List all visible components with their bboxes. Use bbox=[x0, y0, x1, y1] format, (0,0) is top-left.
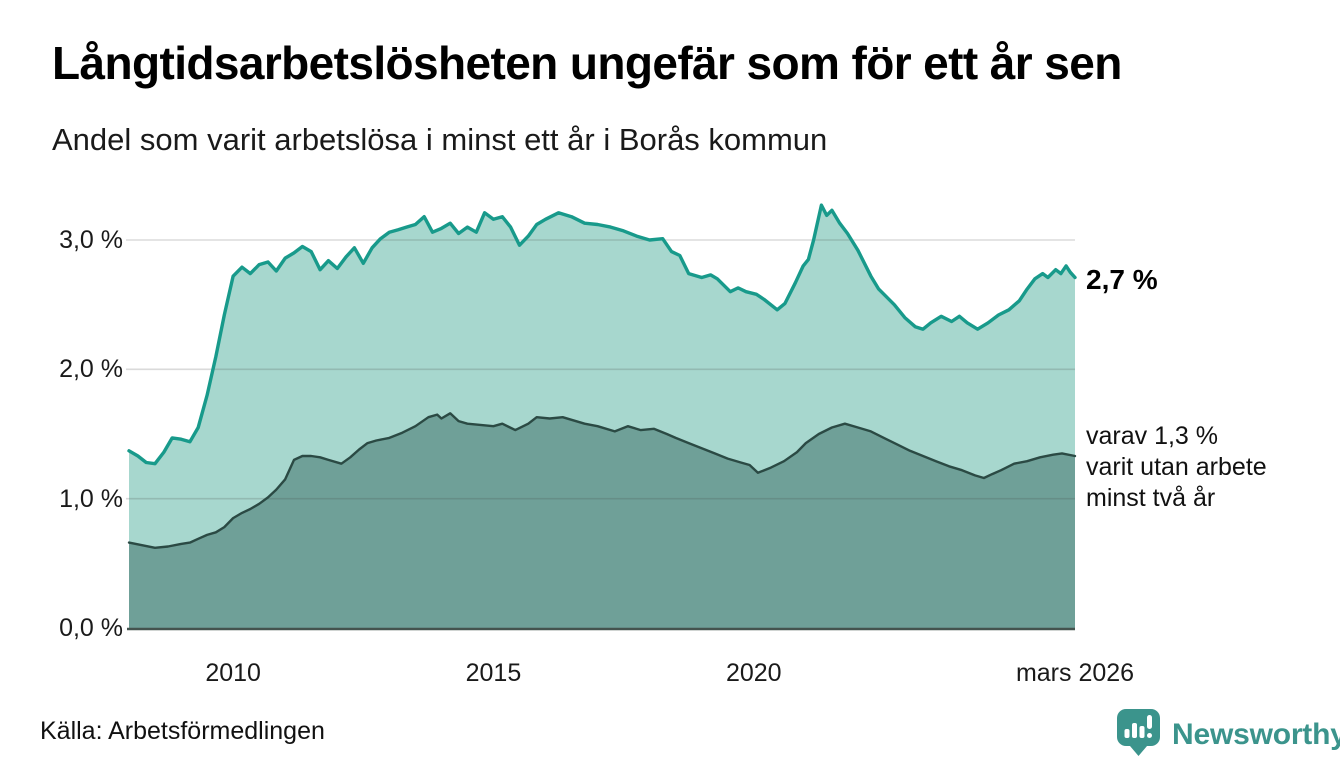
chart-subtitle: Andel som varit arbetslösa i minst ett å… bbox=[52, 122, 828, 157]
latest-value-label: 2,7 % bbox=[1086, 264, 1158, 295]
brand-logo: Newsworthy bbox=[1116, 708, 1340, 762]
y-tick-label: 2,0 % bbox=[59, 355, 123, 384]
y-tick-label: 0,0 % bbox=[59, 614, 123, 642]
y-tick-label: 1,0 % bbox=[59, 484, 123, 513]
series-area-1 bbox=[129, 413, 1075, 628]
x-tick-label: 2020 bbox=[725, 659, 782, 687]
x-tick-label: 2015 bbox=[465, 659, 522, 687]
x-tick-label: mars 2026 bbox=[1015, 659, 1135, 687]
y-tick-label: 3,0 % bbox=[59, 226, 123, 254]
two-year-note-label: varav 1,3 % varit utan arbete minst två … bbox=[1086, 421, 1267, 514]
brand-name: Newsworthy bbox=[1172, 718, 1340, 751]
two-year-note-line: varit utan arbete bbox=[1086, 453, 1267, 481]
source-note: Källa: Arbetsförmedlingen bbox=[40, 717, 325, 745]
newsworthy-bar-chart-bubble-icon bbox=[1116, 708, 1161, 762]
two-year-note-line: minst två år bbox=[1086, 484, 1216, 512]
two-year-note-line: varav 1,3 % bbox=[1086, 422, 1219, 450]
x-tick-label: 2010 bbox=[205, 659, 261, 687]
chart-title: Långtidsarbetslösheten ungefär som för e… bbox=[52, 37, 1122, 89]
series-line-0 bbox=[127, 203, 1077, 466]
series-line-1 bbox=[127, 412, 1077, 549]
